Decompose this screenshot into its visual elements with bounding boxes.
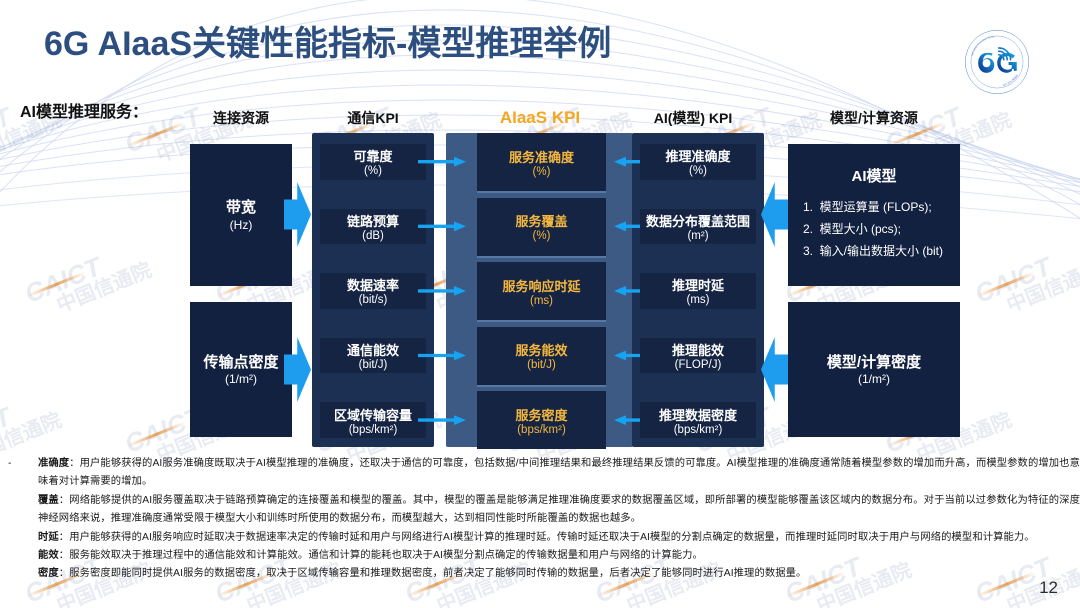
- svg-text:IMT-2030 推进组: IMT-2030 推进组: [1003, 73, 1019, 87]
- svg-text:IMT-2030 Promotion Group: IMT-2030 Promotion Group: [971, 35, 995, 56]
